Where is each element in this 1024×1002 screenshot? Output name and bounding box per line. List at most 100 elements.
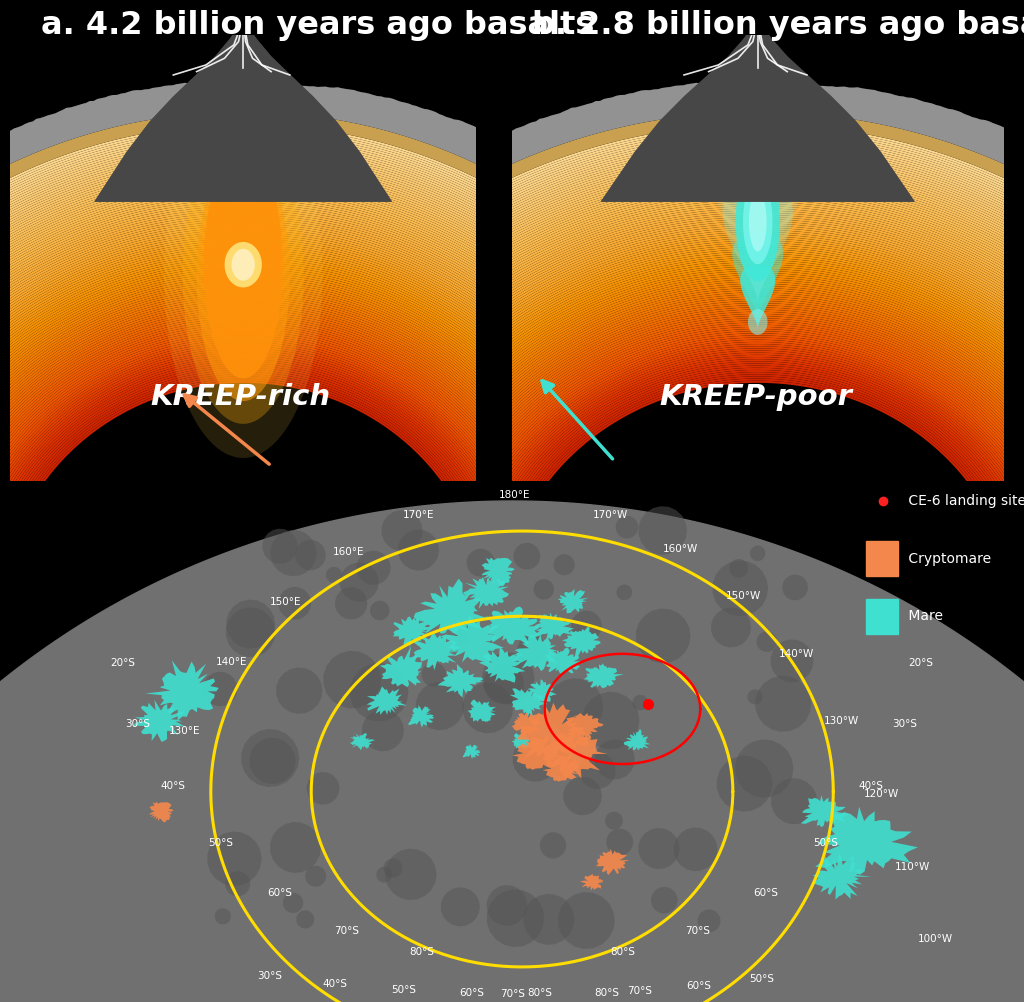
Polygon shape xyxy=(495,344,1021,489)
Polygon shape xyxy=(415,263,1024,450)
Polygon shape xyxy=(351,197,1024,420)
Polygon shape xyxy=(370,600,389,620)
Polygon shape xyxy=(0,143,678,395)
Polygon shape xyxy=(0,238,591,439)
Polygon shape xyxy=(238,8,249,18)
Polygon shape xyxy=(0,221,606,431)
Polygon shape xyxy=(0,178,646,411)
Polygon shape xyxy=(519,370,996,501)
Polygon shape xyxy=(0,325,511,480)
Polygon shape xyxy=(517,702,589,759)
Polygon shape xyxy=(237,80,1024,379)
Polygon shape xyxy=(583,691,640,749)
Text: 30°S: 30°S xyxy=(126,719,151,728)
Polygon shape xyxy=(545,647,581,673)
Text: 40°S: 40°S xyxy=(858,781,884,791)
Polygon shape xyxy=(0,297,537,466)
Polygon shape xyxy=(207,832,262,886)
Polygon shape xyxy=(0,261,570,449)
Polygon shape xyxy=(422,662,446,686)
Polygon shape xyxy=(0,201,625,422)
Polygon shape xyxy=(639,506,687,555)
Polygon shape xyxy=(0,171,652,408)
Polygon shape xyxy=(0,344,493,489)
Polygon shape xyxy=(333,178,1024,411)
Polygon shape xyxy=(0,269,562,453)
Polygon shape xyxy=(350,662,409,721)
Polygon shape xyxy=(463,577,509,609)
Polygon shape xyxy=(596,849,630,875)
Polygon shape xyxy=(484,334,1024,484)
Polygon shape xyxy=(735,739,794,798)
Polygon shape xyxy=(0,232,596,436)
Polygon shape xyxy=(423,271,1024,454)
Text: 60°S: 60°S xyxy=(267,888,292,898)
Polygon shape xyxy=(580,874,603,891)
Text: 150°W: 150°W xyxy=(725,591,761,601)
Polygon shape xyxy=(440,615,504,663)
Polygon shape xyxy=(225,871,250,897)
Polygon shape xyxy=(0,256,574,447)
Polygon shape xyxy=(490,340,1024,487)
Text: 180°E: 180°E xyxy=(499,490,530,500)
Polygon shape xyxy=(0,112,708,385)
Polygon shape xyxy=(481,557,515,586)
Text: a. 4.2 billion years ago basalts: a. 4.2 billion years ago basalts xyxy=(41,10,594,41)
Polygon shape xyxy=(421,269,1024,453)
Polygon shape xyxy=(281,124,1024,386)
Polygon shape xyxy=(745,2,770,24)
Polygon shape xyxy=(350,733,375,750)
Polygon shape xyxy=(579,753,615,789)
Polygon shape xyxy=(483,663,524,704)
Text: 50°S: 50°S xyxy=(391,985,417,995)
Polygon shape xyxy=(398,529,439,570)
Polygon shape xyxy=(0,295,539,465)
Polygon shape xyxy=(0,161,662,403)
Text: 50°S: 50°S xyxy=(750,974,774,984)
Polygon shape xyxy=(341,186,1024,415)
Polygon shape xyxy=(505,355,1011,494)
Polygon shape xyxy=(0,210,616,426)
Text: 30°S: 30°S xyxy=(893,719,918,728)
Polygon shape xyxy=(301,146,1024,396)
Polygon shape xyxy=(633,694,648,710)
Polygon shape xyxy=(0,254,577,446)
Polygon shape xyxy=(0,80,736,379)
Polygon shape xyxy=(0,199,626,421)
Polygon shape xyxy=(203,671,238,706)
Polygon shape xyxy=(335,180,1024,412)
Polygon shape xyxy=(17,370,469,501)
Polygon shape xyxy=(324,651,381,708)
Polygon shape xyxy=(353,199,1024,421)
Polygon shape xyxy=(771,779,817,825)
Text: 140°E: 140°E xyxy=(215,657,247,667)
Text: 160°E: 160°E xyxy=(333,547,364,557)
Polygon shape xyxy=(463,743,480,759)
Polygon shape xyxy=(534,579,554,599)
Text: 80°S: 80°S xyxy=(594,988,618,998)
Polygon shape xyxy=(0,150,672,398)
Polygon shape xyxy=(752,8,764,18)
Polygon shape xyxy=(0,304,530,470)
Polygon shape xyxy=(360,206,1024,424)
Polygon shape xyxy=(437,286,1024,461)
Polygon shape xyxy=(268,112,1024,385)
Polygon shape xyxy=(477,327,1024,481)
Polygon shape xyxy=(371,216,1024,429)
Polygon shape xyxy=(287,130,1024,389)
Polygon shape xyxy=(678,0,761,23)
Text: 60°S: 60°S xyxy=(753,888,778,898)
Polygon shape xyxy=(558,589,589,613)
Polygon shape xyxy=(316,161,1024,403)
Polygon shape xyxy=(0,176,648,410)
Polygon shape xyxy=(307,772,340,805)
Polygon shape xyxy=(468,699,497,722)
Polygon shape xyxy=(387,234,1024,437)
Polygon shape xyxy=(749,191,767,252)
Polygon shape xyxy=(250,737,296,784)
Polygon shape xyxy=(326,567,342,583)
Polygon shape xyxy=(262,529,298,564)
Polygon shape xyxy=(442,291,1024,463)
Polygon shape xyxy=(329,173,1024,409)
Polygon shape xyxy=(455,304,1024,470)
